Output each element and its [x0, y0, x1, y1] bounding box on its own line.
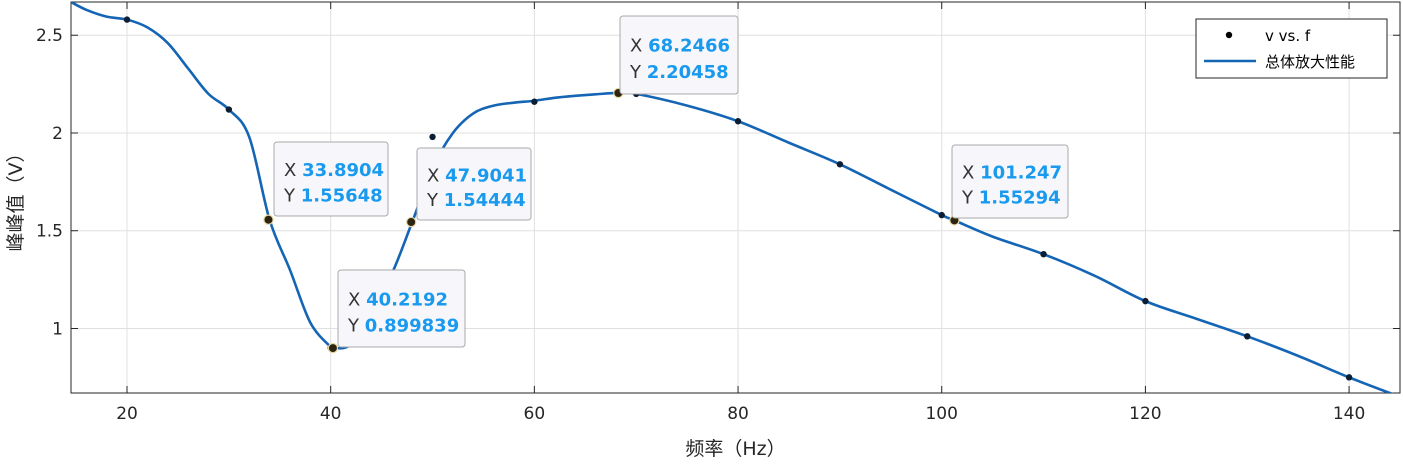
datatip-point[interactable] [327, 342, 339, 354]
data-point-marker [836, 161, 844, 168]
datatip-y-value: 1.55648 [301, 185, 383, 206]
datatip-background [619, 15, 739, 95]
datatip-y-key: Y [961, 188, 979, 209]
datatip-y-key: Y [347, 315, 365, 336]
fitted-curve-line [71, 2, 1394, 393]
x-tick-label: 80 [727, 404, 749, 424]
x-tick-label: 140 [1333, 404, 1365, 424]
y-tick-label: 1.5 [36, 222, 63, 242]
datatip-y-row: Y 0.899839 [347, 315, 459, 336]
data-point-marker [1244, 333, 1251, 340]
datatip-y-value: 1.54444 [444, 190, 526, 211]
data-point-marker [1345, 374, 1353, 381]
x-tick-label: 60 [524, 404, 546, 424]
datatip-x-key: X [962, 163, 980, 184]
datatip-background [951, 144, 1069, 219]
datatip-x-value: 33.8904 [302, 160, 384, 181]
datatip-x-key: X [630, 36, 648, 57]
datatip-point[interactable] [263, 214, 274, 225]
datatip-y-key: Y [283, 185, 301, 206]
datatip-x-value: 40.2192 [366, 289, 448, 310]
legend-label: 总体放大性能 [1265, 53, 1355, 71]
y-tick-label: 2 [52, 124, 63, 144]
axes-box [70, 1, 1401, 394]
data-point-marker [429, 133, 436, 141]
datatip-x-value: 47.9041 [445, 165, 527, 186]
x-tick-label: 100 [925, 404, 957, 424]
datatip-y-key: Y [629, 62, 647, 83]
datatip-x-value: 68.2466 [648, 36, 730, 57]
datatip-y-row: Y 1.55648 [283, 185, 383, 206]
legend-label: v vs. f [1265, 27, 1311, 45]
data-point-marker [1040, 250, 1047, 258]
datatip-x-row: X 68.2466 [630, 36, 730, 57]
datatip-y-value: 1.55294 [979, 188, 1061, 209]
y-tick-label: 1 [52, 319, 63, 339]
data-point-marker [225, 106, 233, 113]
axes: 20 40 60 80 100 120 140 1 1.5 2 2.5 [36, 1, 1401, 424]
datatip-y-value: 2.20458 [647, 62, 729, 83]
datatip-point[interactable] [405, 216, 417, 228]
datatip-x-row: X 101.247 [962, 163, 1062, 184]
datatip-y-row: Y 2.20458 [629, 62, 729, 83]
x-axis-label: 频率（Hz） [685, 438, 785, 460]
datatip-y-key: Y [426, 190, 444, 211]
data-point-marker [938, 211, 945, 219]
datatip-y-value: 0.899839 [365, 315, 460, 336]
datatip-background [273, 141, 389, 217]
legend: v vs. f 总体放大性能 [1195, 18, 1388, 79]
y-tick-label: 2.5 [36, 26, 63, 46]
x-tick-label: 40 [320, 404, 342, 424]
datatip-x-key: X [427, 165, 445, 186]
datatip-x-row: X 40.2192 [348, 289, 448, 310]
datatip-x-row: X 47.9041 [427, 165, 527, 186]
grid-lines [71, 2, 1400, 393]
datatip-x-key: X [284, 160, 302, 181]
datatip-x-key: X [348, 289, 366, 310]
datatip-background [337, 269, 466, 348]
legend-box [1195, 18, 1388, 79]
data-point-marker [531, 98, 538, 105]
datatip-y-row: Y 1.54444 [426, 190, 526, 211]
data-point-marker [734, 118, 742, 125]
datatip-x-value: 101.247 [980, 163, 1062, 184]
datatip-background [416, 147, 532, 221]
legend-marker-symbol [1225, 31, 1233, 39]
data-point-marker [123, 16, 131, 23]
datatip-x-row: X 33.8904 [284, 160, 384, 181]
x-tick-label: 120 [1129, 404, 1161, 424]
data-point-marker [1142, 297, 1149, 305]
datatip-y-row: Y 1.55294 [961, 188, 1061, 209]
x-tick-label: 20 [116, 404, 138, 424]
y-axis-label: 峰峰值（V） [5, 144, 27, 252]
